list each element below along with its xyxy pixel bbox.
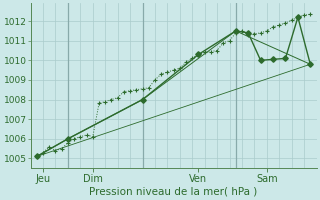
X-axis label: Pression niveau de la mer( hPa ): Pression niveau de la mer( hPa ) (90, 187, 258, 197)
